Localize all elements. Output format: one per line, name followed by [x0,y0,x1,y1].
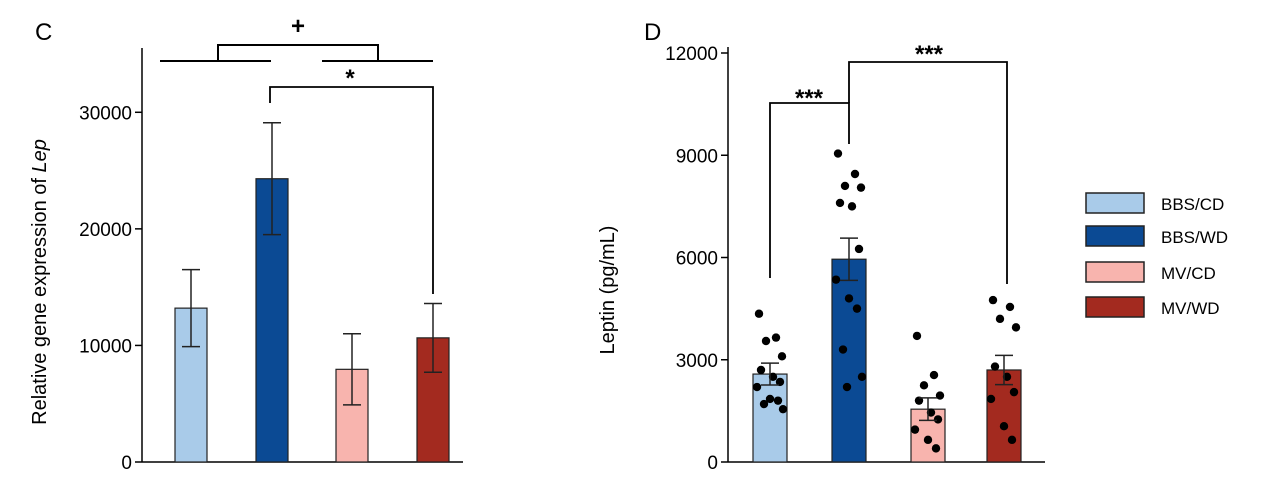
panel-d-y-tick-label: 12000 [665,44,718,65]
panel-d-data-point-bbs-wd [833,149,843,158]
panel-d-bar-chart: D Leptin (pg/mL) 0 3000 6000 9000 12000 *** … [597,19,1045,474]
panel-d-data-point-bbs-wd [857,372,867,381]
panel-d-data-point-bbs-cd [765,394,775,404]
star-bracket [269,86,434,294]
panel-d-data-point-bbs-wd [856,183,866,192]
legend-label-mv-wd: MV/WD [1161,299,1220,318]
panel-d-data-point-bbs-wd [838,345,848,354]
legend-label-mv-cd: MV/CD [1161,264,1216,283]
panel-d-data-point-mv-cd [910,425,920,434]
panel-d-data-point-bbs-wd [854,244,864,254]
panel-c-y-axis-title-italic: Lep [29,139,51,172]
panel-c-y-axis-title-prefix: Relative gene expression of [29,173,51,425]
legend-swatch-mv-cd [1085,261,1145,283]
panel-d-data-point-bbs-cd [759,399,769,409]
panel-d-data-point-bbs-wd [831,275,841,284]
panel-d-data-point-mv-cd [931,444,941,453]
legend-label-bbs-wd: BBS/WD [1161,228,1228,247]
panel-c-letter: C [35,19,52,46]
panel-d-data-point-mv-cd [926,408,936,417]
panel-d-data-point-bbs-wd [852,304,862,313]
panel-d-data-point-bbs-wd [844,294,854,303]
panel-d-data-point-bbs-cd [756,365,766,375]
panel-d-data-point-mv-wd [1011,323,1021,332]
triple-star-annotation-2: *** [915,41,944,68]
panel-d-data-point-bbs-cd [775,377,785,387]
legend-swatch-bbs-cd [1085,192,1145,214]
panel-d-data-point-mv-wd [999,422,1009,431]
triple-star-annotation-1: *** [795,85,824,112]
bracket-bbs-cd-vs-bbs-wd [769,102,850,278]
legend-swatch-mv-wd [1085,296,1145,318]
panel-c-y-tick-label: 10000 [79,336,132,357]
panel-d-data-point-mv-wd [1009,387,1019,397]
panel-d-points [752,149,1021,453]
group-bracket [217,44,379,61]
panel-d-data-point-bbs-cd [761,336,771,346]
panel-d-y-tick-label: 9000 [676,146,718,167]
panel-d-y-tick-label: 6000 [676,249,718,270]
panel-d-y-tick-label: 3000 [676,351,718,372]
panel-c-significance: + * [160,13,434,294]
panel-c-error-bars [182,122,442,406]
panel-d-data-point-mv-cd [923,435,933,445]
panel-c-y-tick-label: 30000 [79,103,132,124]
panel-d-significance: *** *** [769,41,1008,284]
panel-d-bars [752,258,1022,463]
panel-d-data-point-bbs-cd [778,404,788,414]
panel-d-data-point-mv-wd [995,314,1005,324]
panel-d-data-point-mv-cd [912,331,922,341]
panel-d-data-point-bbs-wd [835,198,845,208]
panel-d-y-axis-title: Leptin (pg/mL) [597,226,619,355]
panel-d-bar-bbs-wd [831,258,867,463]
panel-d-data-point-bbs-wd [847,202,857,211]
plus-annotation: + [291,13,305,40]
panel-d-data-point-mv-wd [990,362,1000,371]
panel-d-data-point-mv-cd [933,415,943,424]
panel-d-data-point-bbs-wd [840,181,850,191]
panel-c-y-tick-label: 20000 [79,220,132,241]
panel-d-letter: D [644,19,661,46]
star-annotation: * [345,65,355,92]
panel-c-axes: 0 10000 20000 30000 [79,48,463,474]
panel-d-data-point-mv-cd [919,381,929,390]
panel-d-data-point-mv-wd [1005,302,1015,312]
panel-d-data-point-mv-wd [1002,372,1012,381]
legend-label-bbs-cd: BBS/CD [1161,195,1224,214]
panel-d-data-point-mv-cd [935,391,945,400]
legend: BBS/CD BBS/WD MV/CD MV/WD [1085,192,1228,318]
panel-d-data-point-bbs-wd [850,169,860,179]
legend-swatch-bbs-wd [1085,225,1145,247]
panel-d-data-point-mv-wd [1007,435,1017,445]
panel-d-data-point-mv-wd [988,295,998,305]
panel-c-y-tick-label: 0 [121,453,132,474]
panel-d-data-point-bbs-cd [754,309,764,318]
panel-d-y-tick-label: 0 [707,453,718,474]
panel-d-data-point-bbs-cd [768,372,778,381]
panel-c-y-axis-title: Relative gene expression of Lep [29,139,51,425]
bracket-bbs-wd-vs-mv-wd [848,61,1008,284]
panel-c-bar-chart: C Relative gene expression of Lep 0 10000… [29,13,463,474]
panel-d-data-point-mv-cd [929,370,939,380]
panel-d-data-point-bbs-cd [771,333,781,342]
panel-d-data-point-bbs-cd [773,396,783,405]
panel-d-error-bars [761,237,1013,422]
panel-d-data-point-bbs-wd [842,382,852,392]
panel-d-data-point-mv-wd [986,394,996,404]
panel-d-data-point-bbs-cd [777,352,787,361]
panel-d-data-point-bbs-cd [752,382,762,392]
